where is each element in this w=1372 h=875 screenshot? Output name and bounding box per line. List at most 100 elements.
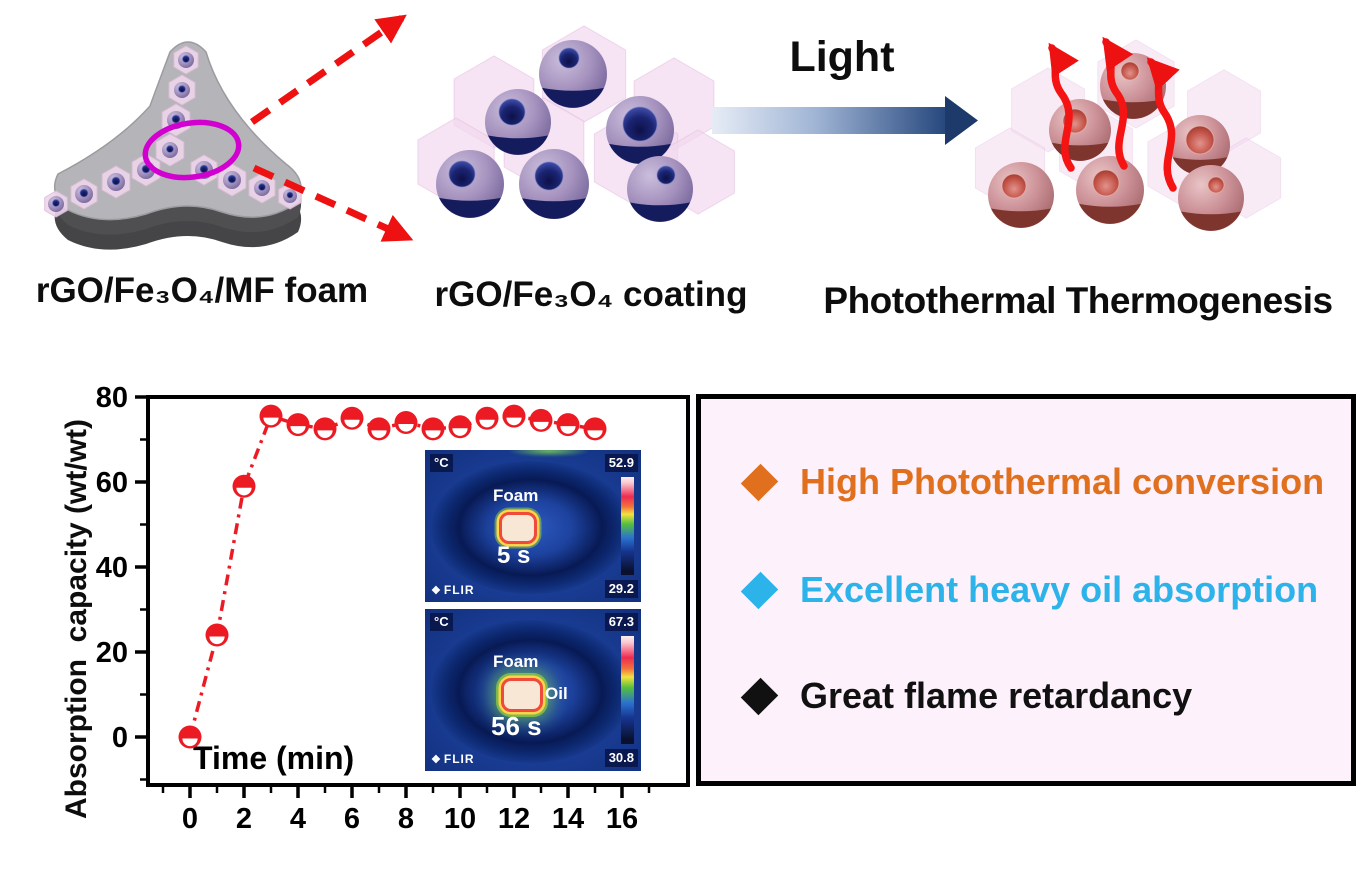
x-tick-label: 0 bbox=[182, 803, 198, 835]
foam-annotation: Foam bbox=[493, 652, 539, 671]
y-tick-label: 80 bbox=[96, 385, 128, 414]
flir-logo-text: FLIR bbox=[443, 583, 475, 597]
highlight-item: Excellent heavy oil absorption bbox=[740, 569, 1319, 611]
plot-frame bbox=[146, 395, 690, 787]
thermogenesis-label: Photothermal Thermogenesis bbox=[823, 280, 1333, 321]
diamond-bullet-icon bbox=[740, 571, 779, 609]
x-tick-label: 8 bbox=[398, 803, 414, 835]
pore-sphere bbox=[436, 150, 504, 218]
heated-coating-illustration bbox=[974, 39, 1282, 231]
data-point-marker bbox=[178, 725, 202, 749]
pore-sphere bbox=[283, 189, 297, 203]
y-tick-label: 0 bbox=[112, 722, 128, 754]
data-point-marker bbox=[313, 417, 337, 441]
thermal-scale-bar bbox=[621, 477, 634, 575]
x-tick-label: 14 bbox=[552, 803, 584, 835]
pore-sphere bbox=[1170, 115, 1230, 175]
absorption-plot: 0 20 40 60 80 0 2 4 6 8 10 12 14 16 Time (min) bbox=[96, 385, 690, 835]
zoom-arrow-top bbox=[250, 14, 407, 125]
flir-logo-icon: ❖ bbox=[431, 584, 442, 597]
heat-arrow bbox=[1146, 57, 1180, 192]
data-point-marker bbox=[232, 474, 256, 498]
x-axis-label: Time (min) bbox=[193, 740, 354, 776]
highlight-item: Great flame retardancy bbox=[740, 675, 1193, 717]
pore-sphere bbox=[1049, 99, 1111, 161]
pore-sphere bbox=[75, 185, 93, 203]
data-point-marker bbox=[529, 408, 553, 432]
oil-annotation: Oil bbox=[545, 684, 568, 703]
pore-sphere bbox=[107, 173, 125, 191]
flir-logo: ❖ FLIR bbox=[431, 752, 475, 766]
foam-hotspot bbox=[501, 678, 543, 712]
pore-sphere bbox=[485, 89, 551, 155]
heat-arrows bbox=[1048, 36, 1180, 192]
temp-min-label: 29.2 bbox=[604, 580, 638, 598]
data-point-marker bbox=[583, 417, 607, 441]
y-tick-label: 20 bbox=[96, 637, 128, 669]
light-arrow bbox=[712, 96, 978, 145]
pore-sphere bbox=[48, 196, 64, 212]
pore-sphere bbox=[539, 40, 607, 108]
heat-arrow bbox=[1102, 36, 1134, 170]
flir-logo: ❖ FLIR bbox=[431, 583, 475, 597]
data-point-marker bbox=[394, 411, 418, 434]
pore-sphere bbox=[178, 52, 194, 68]
light-label: Light bbox=[789, 33, 895, 81]
diamond-bullet-icon bbox=[740, 463, 779, 501]
highlight-label: Great flame retardancy bbox=[800, 675, 1193, 716]
foam-annotation: Foam bbox=[493, 486, 539, 505]
pore-sphere bbox=[174, 82, 190, 98]
highlight-item: High Photothermal conversion bbox=[740, 461, 1325, 503]
data-point-marker bbox=[475, 406, 499, 430]
temp-max-label: 67.3 bbox=[604, 613, 638, 631]
data-point-marker bbox=[421, 417, 445, 441]
pore-sphere bbox=[254, 180, 270, 196]
foam-hotspot bbox=[499, 512, 537, 544]
unit-label: °C bbox=[430, 454, 453, 472]
temp-min-label: 30.8 bbox=[604, 749, 638, 767]
data-point-marker bbox=[502, 404, 526, 428]
pore-sphere bbox=[1076, 156, 1144, 224]
data-point-marker bbox=[340, 406, 364, 430]
time-annotation: 5 s bbox=[497, 542, 531, 569]
time-annotation: 56 s bbox=[491, 711, 542, 741]
pore-sphere bbox=[162, 142, 178, 158]
flir-logo-text: FLIR bbox=[443, 752, 475, 766]
highlights-panel: High Photothermal conversion Excellent he… bbox=[696, 394, 1356, 786]
zoom-arrow-bottom bbox=[252, 164, 414, 242]
pore-sphere bbox=[606, 96, 674, 164]
x-tick-label: 2 bbox=[236, 803, 252, 835]
absorption-chart: Absorption capacity (wt/wt) 0 20 40 60 80 0 2 4… bbox=[60, 383, 700, 875]
y-tick-label: 60 bbox=[96, 467, 128, 499]
flir-inset-5s: °C 52.9 29.2 Foam 5 s ❖ FLIR bbox=[425, 450, 641, 602]
flir-inset-56s: °C 67.3 30.8 Foam Oil 56 s ❖ FLIR bbox=[425, 609, 641, 771]
thermal-glare bbox=[507, 450, 592, 457]
foam-label: rGO/Fe₃O₄/MF foam bbox=[35, 271, 369, 310]
foam-3d-illustration bbox=[44, 41, 302, 250]
data-point-marker bbox=[367, 417, 391, 441]
pore-sphere bbox=[988, 162, 1054, 228]
data-line bbox=[188, 413, 596, 738]
thermal-scale-bar bbox=[621, 636, 634, 744]
pore-sphere bbox=[223, 171, 241, 189]
pore-sphere bbox=[519, 149, 589, 219]
heat-arrow bbox=[1048, 42, 1079, 172]
coating-label: rGO/Fe₃O₄ coating bbox=[434, 275, 748, 314]
x-tick-label: 10 bbox=[444, 803, 476, 835]
diamond-bullet-icon bbox=[740, 677, 779, 715]
schematic-illustration bbox=[44, 14, 1282, 250]
unit-label: °C bbox=[430, 613, 453, 631]
data-point-marker bbox=[259, 404, 283, 428]
y-tick-label: 40 bbox=[96, 552, 128, 584]
data-point-marker bbox=[286, 413, 310, 437]
pore-sphere bbox=[1178, 165, 1244, 231]
x-tick-label: 4 bbox=[290, 803, 306, 835]
highlight-label: High Photothermal conversion bbox=[800, 461, 1325, 502]
coating-illustration bbox=[417, 25, 735, 222]
data-point-marker bbox=[556, 413, 580, 437]
highlight-label: Excellent heavy oil absorption bbox=[800, 569, 1319, 610]
flir-logo-icon: ❖ bbox=[431, 753, 442, 766]
pore-sphere bbox=[627, 156, 693, 222]
data-point-marker bbox=[448, 415, 472, 439]
